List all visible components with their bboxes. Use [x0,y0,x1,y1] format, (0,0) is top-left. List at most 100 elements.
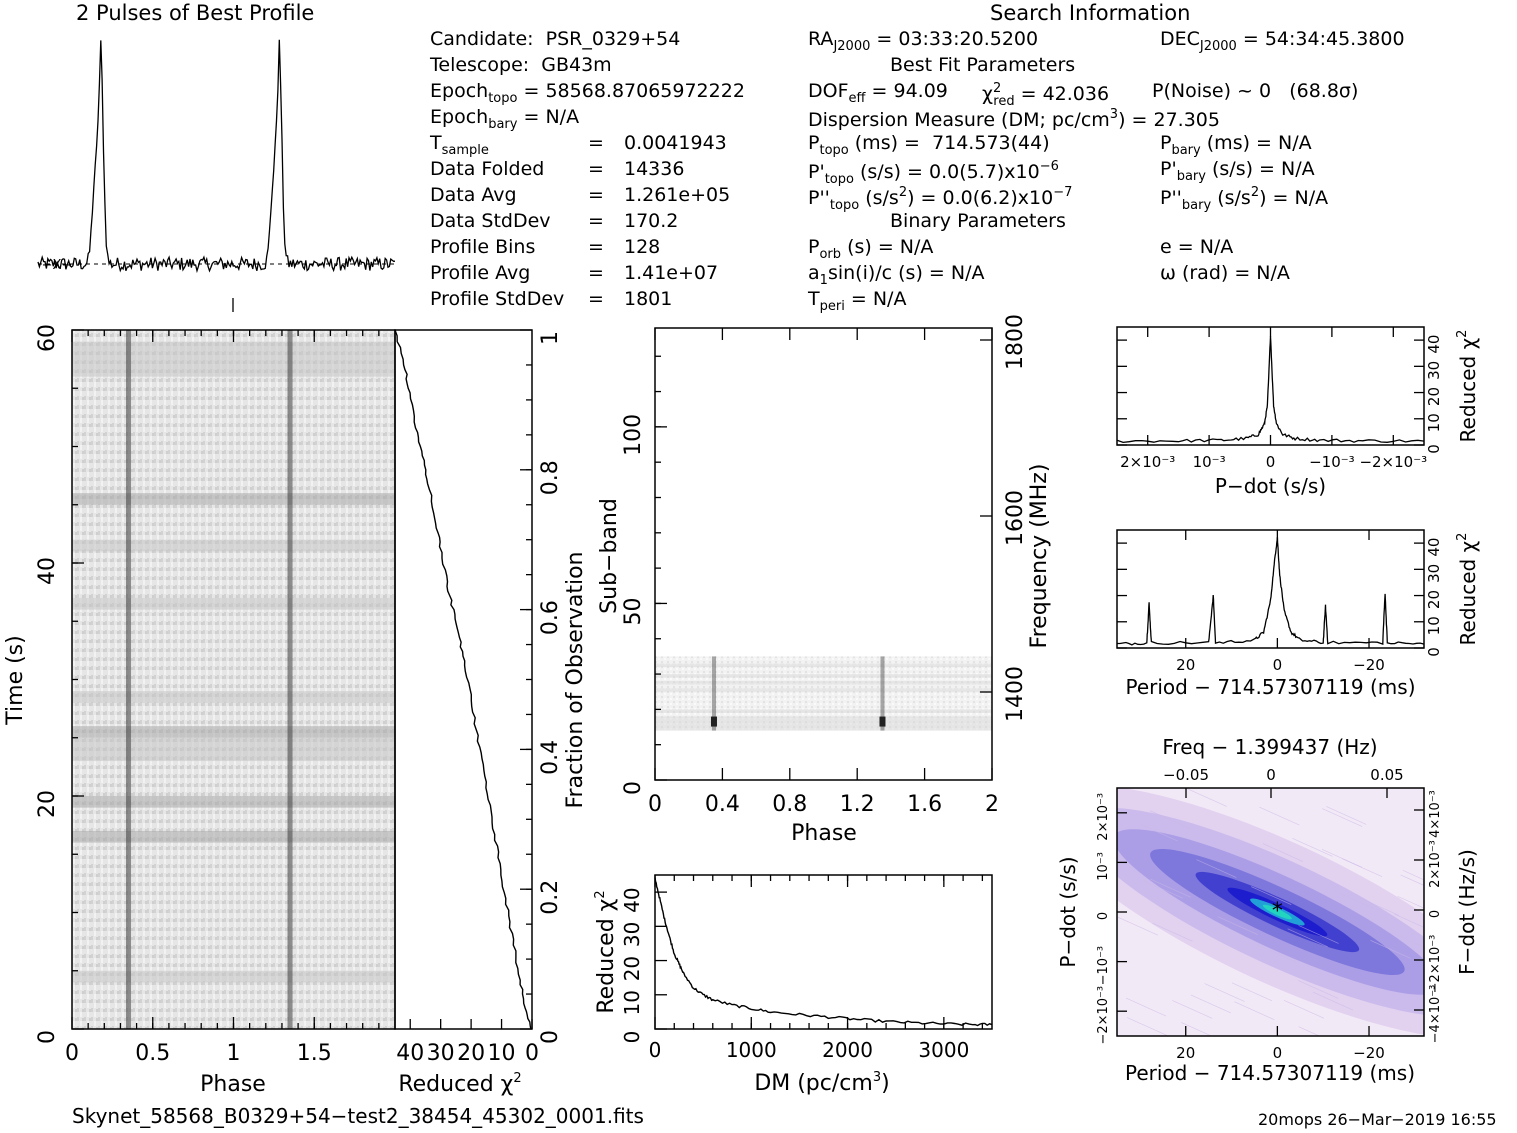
best-fit-marker: * [1272,899,1283,924]
plane-streak [1298,980,1339,999]
stat-equals: = [588,236,604,258]
plane-streak [1127,1017,1168,1036]
heatmap-row [72,726,395,738]
tick-label: 20 [1176,1044,1195,1062]
tick-label: 4×10⁻³ [1428,790,1443,838]
tick-label: 0 [621,781,646,795]
plane-streak [1256,943,1297,963]
plane-streak [1181,1022,1213,1036]
stat-value: 1.41e+07 [624,262,719,284]
subband-row [655,723,992,728]
plot-frame [1116,529,1425,649]
tick-label: −4×10⁻³ [1428,985,1443,1044]
plane-streak [1172,1000,1213,1019]
tick-label: 20 [35,790,60,818]
tick-label: 0 [1096,912,1111,920]
pulse-track [287,330,293,1029]
subband-plot: 0 0.4 0.8 1.2 1.6 2 0 50 100 1400 1600 1800 Phase Sub… [597,314,1052,846]
ptopo-line: Ptopo (ms) = 714.573(44) [808,132,1050,158]
tick-label: 20 [1425,590,1443,609]
dof-line: DOFeff = 94.09 [808,80,948,106]
tick-label: 0 [649,1038,662,1062]
telescope-line: Telescope: GB43m [430,54,612,76]
tick-label: 40 [620,887,644,912]
plane-streak [1397,895,1424,909]
pulse-track [880,656,885,731]
tick-label: 0.2 [538,880,563,915]
tick-label: 0.4 [705,792,740,817]
y-axis-label: Time (s) [3,635,28,725]
tick-label: 0.05 [1370,766,1403,784]
top-axis-label: Freq − 1.399437 (Hz) [1162,735,1377,759]
tick-label: 40 [1425,538,1443,557]
plane-streak [1283,999,1325,1019]
pdtopo-line: P'topo (s/s) = 0.0(5.7)x10−6 [808,159,1059,187]
porb-line: Porb (s) = N/A [808,236,934,262]
y-axis-label: Sub−band [597,498,622,614]
chi-time-line [394,329,532,1030]
tick-label: 2×10⁻³ [1120,453,1175,471]
tick-label: 2×10⁻³ [1096,793,1111,841]
plane-streak [1142,879,1183,899]
heatmap-background [72,330,395,1029]
tick-label: 60 [35,324,60,352]
heatmap-row [72,796,395,808]
tick-label: −2×10⁻³ [1096,986,1111,1045]
pulse-core [879,716,886,727]
tick-label: 10⁻³ [1096,852,1111,881]
stat-row: Data Folded [430,158,545,180]
x-axis-label: Period − 714.57307119 (ms) [1125,1061,1415,1085]
omega-line: ω (rad) = N/A [1160,262,1290,284]
plane-streak [1150,810,1191,830]
tick-label: 1.5 [297,1041,332,1066]
plane-streak [1262,843,1304,862]
footer-filename: Skynet_58568_B0329+54−test2_38454_45302_… [72,1104,644,1128]
tick-label: 2×10⁻³ [1428,840,1443,888]
plane-streak [1298,925,1339,944]
tick-label: 0 [1428,910,1443,918]
footer-timestamp: 20mops 26−Mar−2019 16:55 [1258,1110,1497,1129]
tick-label: −2×10⁻³ [1359,453,1427,471]
tick-label: 1000 [726,1038,777,1062]
tick-label: 100 [621,414,646,456]
tick-label: 0.6 [538,600,563,635]
heatmap-row [72,353,395,365]
tick-label: 3000 [918,1038,969,1062]
heatmap-row [72,691,395,703]
dm-line [654,877,993,1027]
plane-streak [1137,822,1178,842]
chi-curve-line [1116,336,1425,444]
stat-equals: = [588,288,604,310]
tick-label: 0 [1425,647,1443,657]
profile-line [37,39,396,274]
ra-line: RAJ2000 = 03:33:20.5200 [808,28,1039,54]
y-axis-label: P−dot (s/s) [1056,856,1080,967]
heatmap-row [72,970,395,983]
tick-label: 10 [488,1041,516,1066]
tick-label: 1.2 [840,792,875,817]
chi-line: χ2red = 42.036 [982,81,1110,109]
tick-label: 0 [1273,1044,1283,1062]
tick-label: 2000 [822,1038,873,1062]
tick-label: 0.5 [135,1041,170,1066]
plane-streak [1322,808,1363,827]
x-axis-label: Period − 714.57307119 (ms) [1125,675,1415,699]
pbary-line: Pbary (ms) = N/A [1160,132,1312,158]
plane-streak [1358,897,1400,916]
plot-frame [654,327,993,781]
stat-row: Profile Avg [430,262,531,284]
plane-streak [1370,940,1411,959]
pddtopo-line: P''topo (s/s2) = 0.0(6.2)x10−7 [808,185,1073,213]
plane-streak [1234,1001,1275,1021]
stat-equals: = [588,210,604,232]
search-title: Search Information [990,1,1191,25]
tick-label: 1 [227,1041,241,1066]
pulse-track [711,656,716,731]
heatmap-row [72,341,395,354]
subband-row [655,663,992,667]
tick-label: 30 [1425,361,1443,380]
heatmap-row [72,737,395,750]
y-axis-label: Reduced χ2 [1455,330,1480,443]
tick-label: 1600 [1003,490,1028,546]
